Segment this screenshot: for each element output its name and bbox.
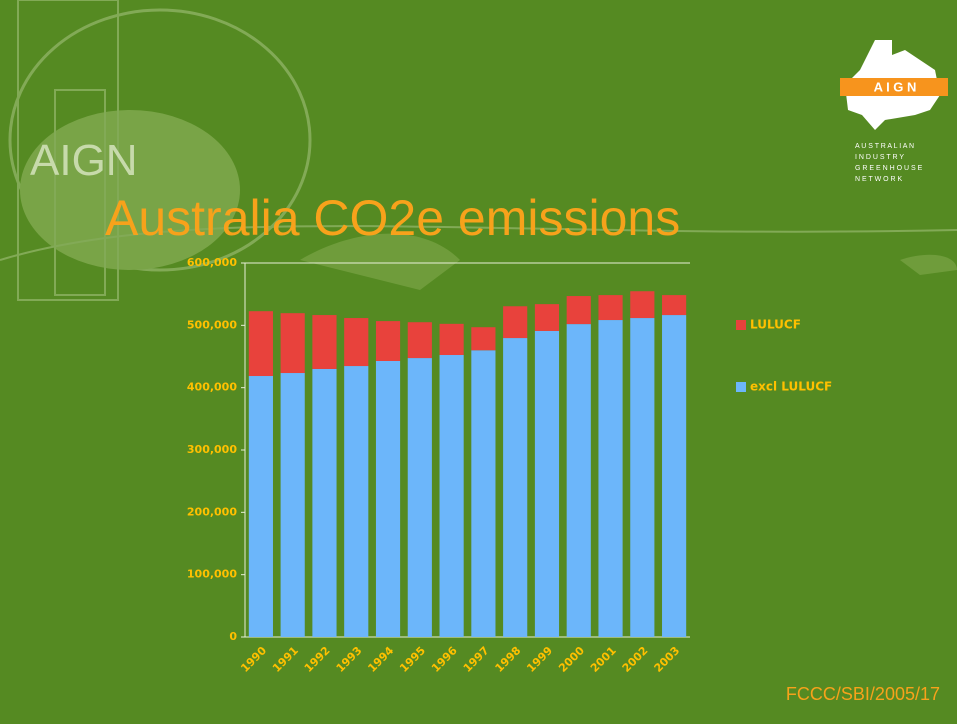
bar-segment bbox=[375, 360, 401, 637]
logo: A I G N bbox=[840, 40, 948, 130]
bar-segment bbox=[630, 318, 655, 637]
bar-segment bbox=[503, 338, 528, 637]
y-tick-label: 500,000 bbox=[187, 318, 237, 331]
logo-line: A U S T R A L I A N bbox=[855, 143, 914, 150]
bar-segment bbox=[534, 304, 560, 331]
y-tick-label: 200,000 bbox=[187, 505, 237, 518]
y-tick-label: 0 bbox=[229, 630, 237, 643]
bar-segment bbox=[566, 296, 591, 325]
bar-segment bbox=[662, 295, 687, 316]
y-tick-label: 100,000 bbox=[187, 568, 237, 581]
footer: FCCC/SBI/2005/17 bbox=[786, 684, 940, 704]
bar-segment bbox=[280, 373, 305, 637]
bar-segment bbox=[534, 330, 560, 637]
bar-segment bbox=[344, 318, 369, 367]
bar-segment bbox=[280, 313, 305, 374]
y-tick-label: 300,000 bbox=[187, 443, 237, 456]
bar-segment bbox=[344, 366, 369, 637]
background-decoration bbox=[0, 0, 957, 301]
bar-segment bbox=[439, 355, 464, 637]
bar-segment bbox=[471, 327, 496, 351]
bar-segment bbox=[248, 311, 273, 377]
logo-letters: A I G N bbox=[874, 79, 917, 94]
logo-line: I N D U S T R Y bbox=[855, 154, 904, 161]
legend-label: excl LULUCF bbox=[750, 380, 832, 394]
bar-segment bbox=[471, 350, 496, 637]
logo-line: G R E E N H O U S E bbox=[855, 165, 923, 172]
bar-segment bbox=[248, 376, 273, 637]
logo-bar bbox=[840, 78, 948, 96]
legend-label: LULUCF bbox=[750, 318, 801, 332]
legend-swatch bbox=[736, 320, 746, 330]
bar-segment bbox=[407, 322, 432, 359]
bar-segment bbox=[598, 295, 623, 321]
bar-segment bbox=[662, 315, 687, 637]
bar-segment bbox=[312, 315, 337, 369]
bar-segment bbox=[312, 368, 337, 637]
legend-swatch bbox=[736, 382, 746, 392]
bar-segment bbox=[439, 323, 464, 356]
chart-title: Australia CO2e emissions bbox=[105, 190, 680, 246]
bar-segment bbox=[630, 291, 655, 319]
bar-segment bbox=[503, 306, 528, 339]
logo-line: N E T W O R K bbox=[855, 176, 903, 183]
watermark: AIGN bbox=[30, 136, 138, 185]
bar-segment bbox=[375, 321, 401, 361]
y-tick-label: 400,000 bbox=[187, 381, 237, 394]
y-tick-label: 600,000 bbox=[187, 256, 237, 269]
bar-segment bbox=[598, 320, 623, 637]
bar-segment bbox=[407, 358, 432, 637]
bar-segment bbox=[566, 324, 591, 637]
